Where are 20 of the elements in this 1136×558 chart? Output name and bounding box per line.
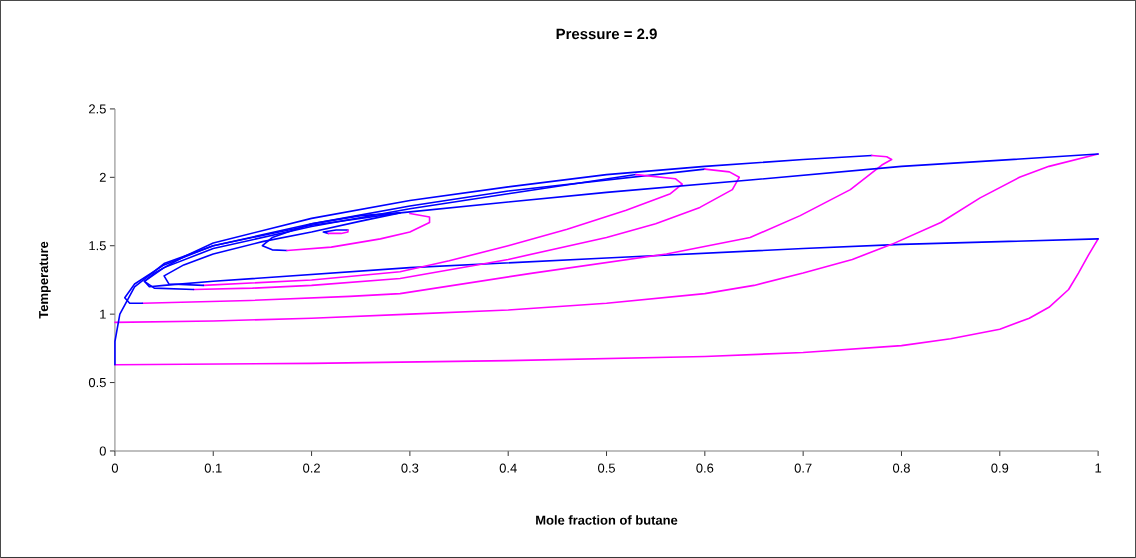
y-tick-label: 0.5 [88,378,106,388]
x-tick-label: 1 [1095,463,1102,473]
y-tick-label: 2.5 [89,104,106,114]
x-tick-label: 0.4 [499,463,517,473]
x-tick-label: 0.2 [303,463,320,473]
y-tick-label: 0 [99,446,106,456]
y-tick-label: 1.5 [89,241,106,251]
x-tick-label: 0.8 [892,463,910,473]
y-axis-title: Temperature [39,241,51,319]
x-tick-label: 0.1 [204,463,222,473]
x-tick-label: 0.3 [401,463,419,473]
y-tick-label: 2 [99,172,106,182]
x-tick-label: 0.5 [598,463,615,473]
y-tick-label: 1 [100,309,106,319]
x-tick-label: 0 [111,463,119,473]
x-tick-label: 0.7 [794,463,812,473]
x-tick-label: 0.9 [991,463,1009,473]
chart-title: Pressure = 2.9 [556,28,657,40]
x-tick-label: 0.6 [696,463,714,473]
x-axis-title: Mole fraction of butane [536,515,678,525]
